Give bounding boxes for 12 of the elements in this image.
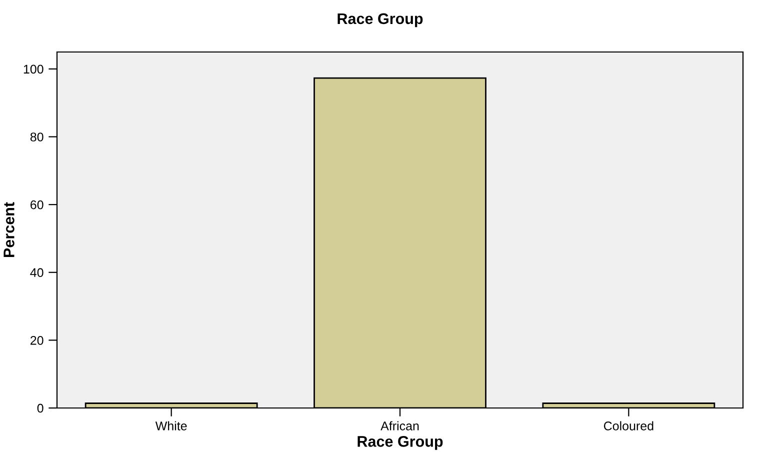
y-axis-title: Percent	[4, 202, 14, 257]
y-tick-label: 100	[24, 64, 44, 74]
y-tick-label: 0	[37, 404, 44, 413]
y-tick-label: 60	[30, 200, 44, 210]
y-tick-label: 80	[30, 132, 44, 142]
x-tick-label: White	[155, 421, 187, 430]
x-axis-title: Race Group	[358, 436, 443, 450]
y-tick-label: 40	[30, 268, 44, 278]
y-tick-label: 20	[30, 336, 44, 345]
x-tick-label: Coloured	[604, 421, 654, 430]
x-tick-label: African	[380, 421, 419, 430]
chart-title: Race Group	[338, 13, 423, 28]
